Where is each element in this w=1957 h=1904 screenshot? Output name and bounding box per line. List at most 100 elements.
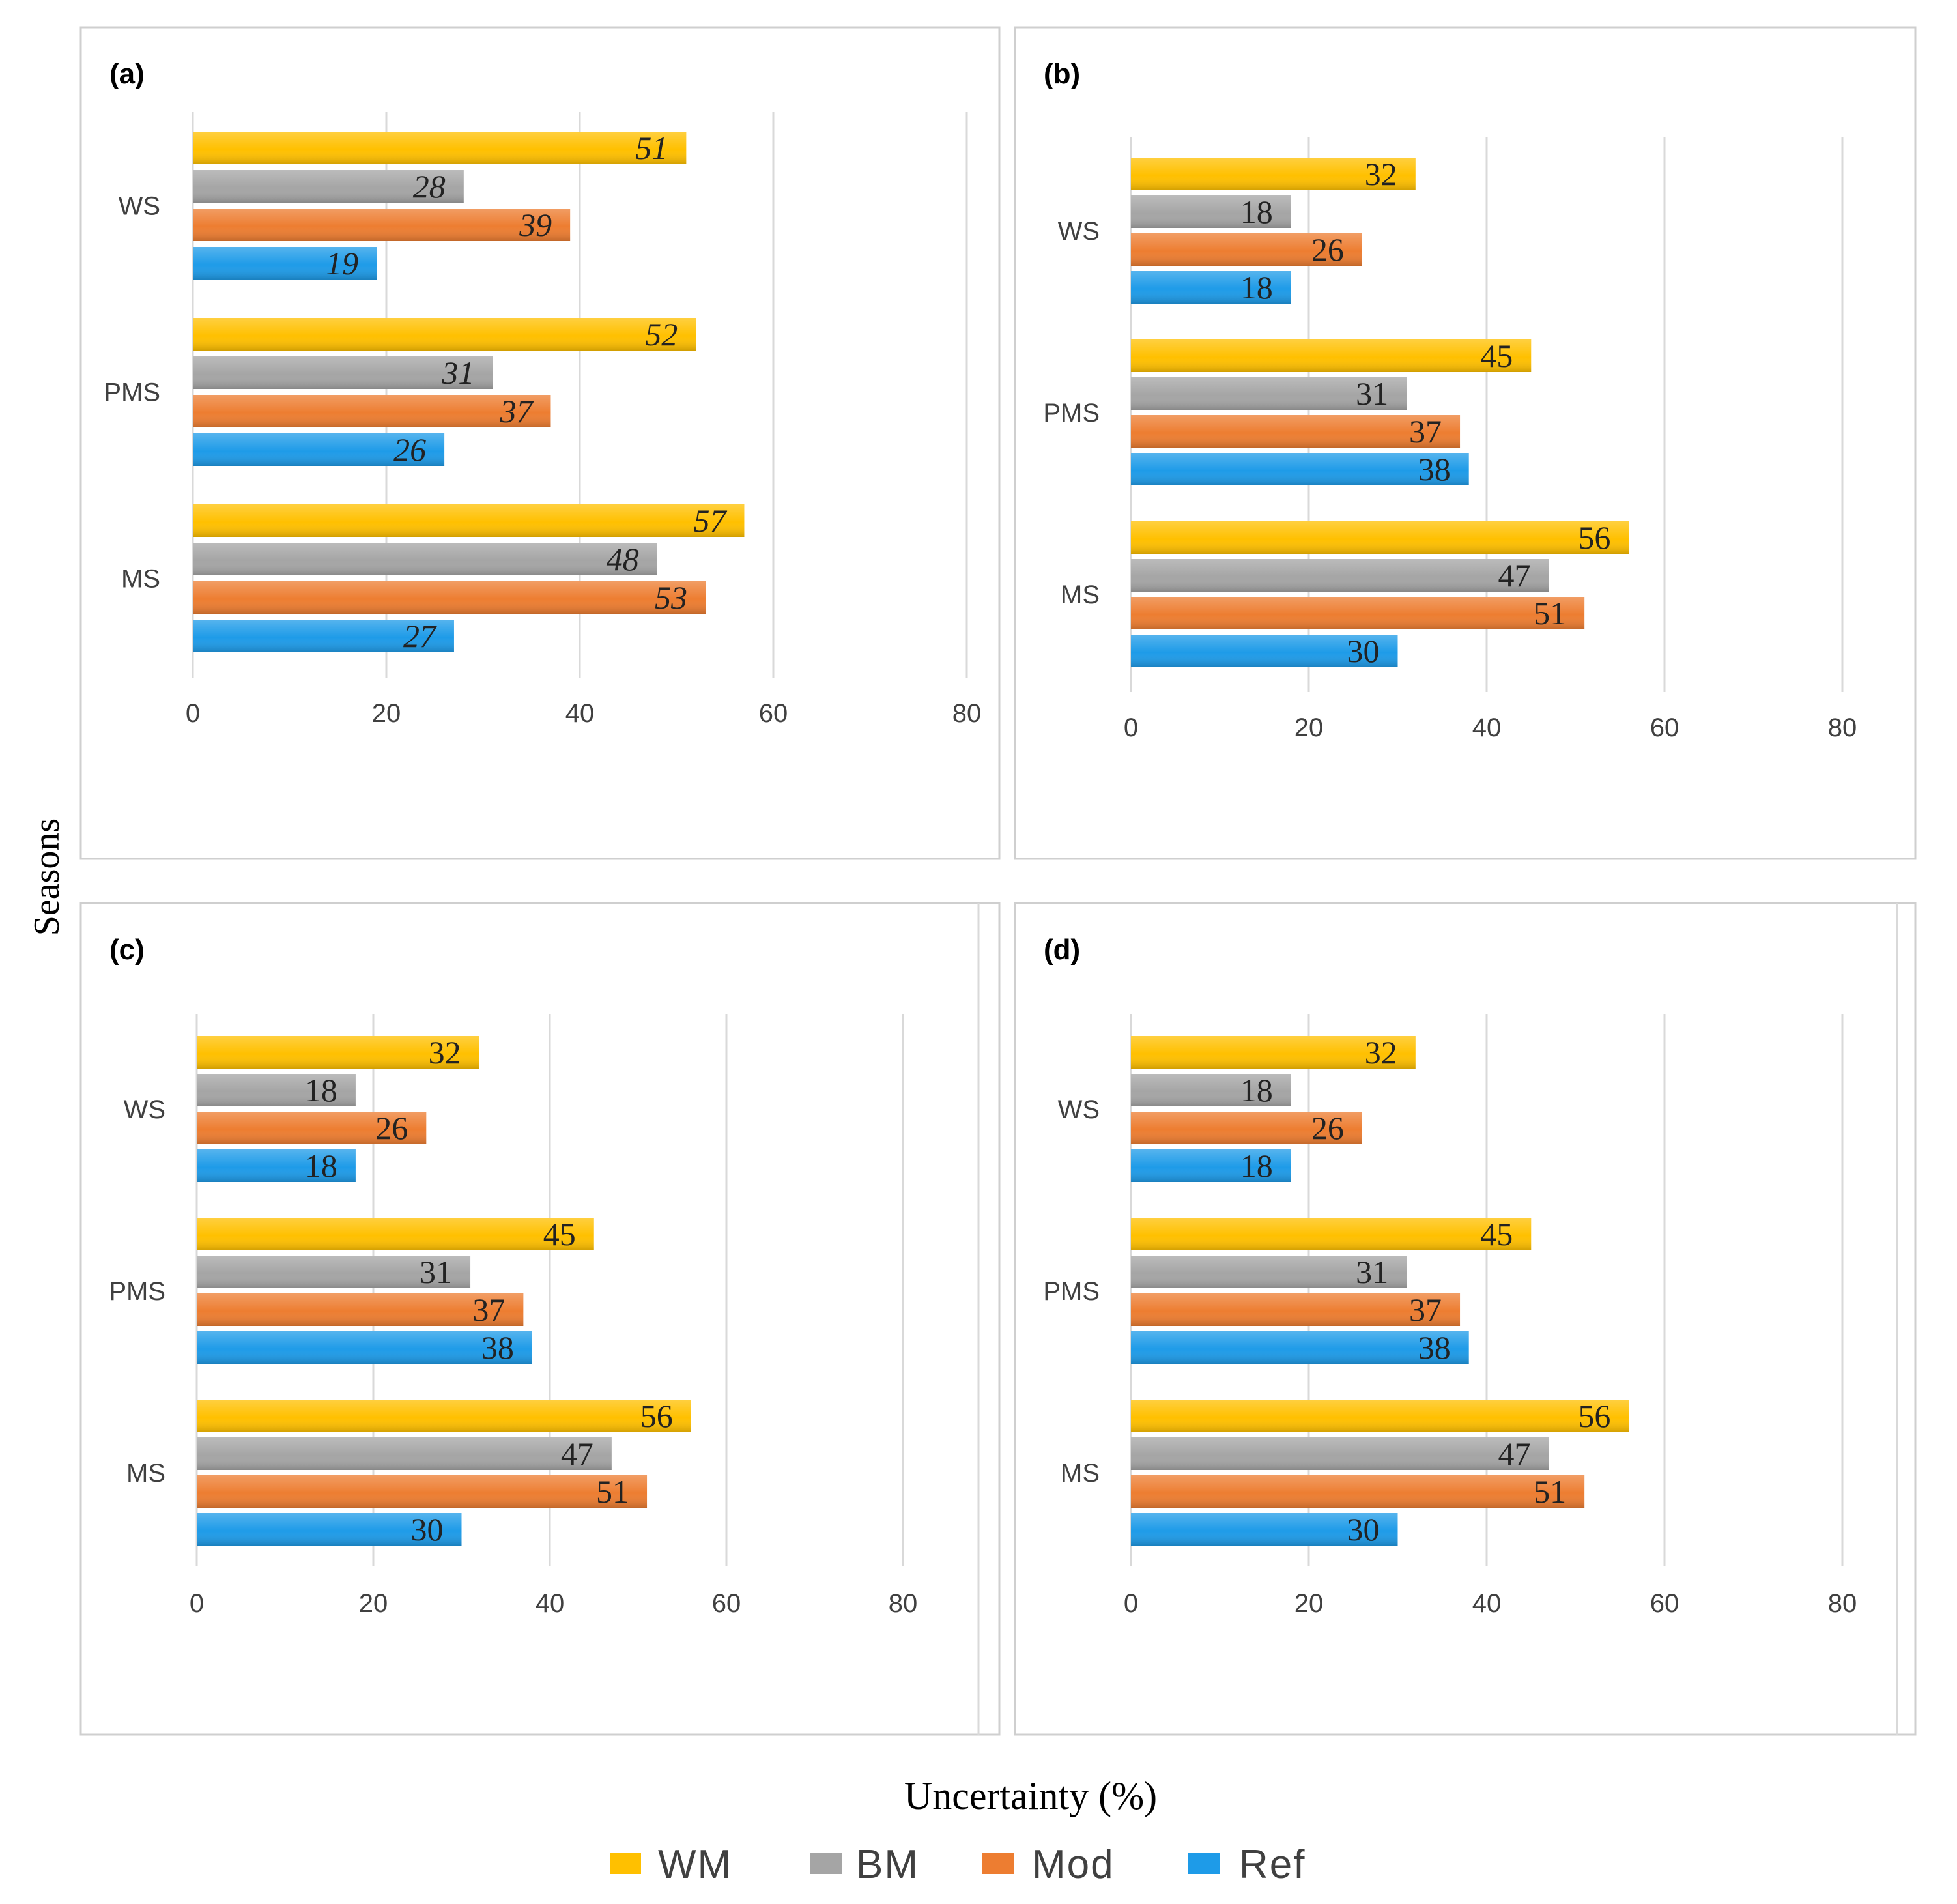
panel-b-pms-mod-value-label: 37 — [1409, 413, 1442, 450]
panel-a: (a) 0 20 40 60 80 WS 51 28 39 19 PMS 52 31 37 26 MS 57 48 5… — [104, 58, 981, 728]
panel-d-ms-ref-value-label: 30 — [1347, 1511, 1380, 1548]
panel-c-tick-40: 40 — [536, 1589, 565, 1618]
panel-b-ws-bm-bar-shading — [1131, 195, 1291, 228]
panel-a-ms-mod-value-label: 53 — [655, 579, 687, 616]
panel-d-ws-ref-value-label: 18 — [1240, 1147, 1273, 1184]
panel-d-ws-bm-bar-shading — [1131, 1074, 1291, 1106]
panel-b-tick-40: 40 — [1472, 714, 1502, 742]
panel-d-ws-ref-bar-shading — [1131, 1149, 1291, 1182]
panel-a-ms-wm-bar-shading — [193, 504, 745, 537]
panel-c-tick-80: 80 — [889, 1589, 918, 1618]
legend-swatch-wm — [610, 1853, 641, 1874]
panel-b-pms-ref-value-label: 38 — [1418, 451, 1451, 487]
panel-c-tick-0: 0 — [190, 1589, 204, 1618]
legend-label-ref: Ref — [1239, 1842, 1306, 1887]
panel-a-ms-bm-value-label: 48 — [607, 541, 639, 577]
panel-d-ws-mod-value-label: 26 — [1311, 1110, 1344, 1146]
panel-a-tick-20: 20 — [372, 699, 401, 728]
panel-b-ms-ref-value-label: 30 — [1347, 633, 1380, 669]
panel-c-ws-bm-value-label: 18 — [305, 1072, 337, 1108]
panel-b-pms-bm-value-label: 31 — [1356, 375, 1388, 412]
panel-a-title: (a) — [109, 58, 145, 90]
panel-c-pms-wm-bar-shading — [197, 1218, 594, 1250]
panel-a-ws-wm-bar-shading — [193, 132, 687, 164]
panel-b-ws-ref-bar-shading — [1131, 271, 1291, 304]
panel-c-ms-bm-value-label: 47 — [561, 1435, 593, 1472]
panel-a-tick-80: 80 — [952, 699, 982, 728]
panel-d-ms-wm-value-label: 56 — [1578, 1398, 1610, 1434]
panel-b-category-ws: WS — [1058, 217, 1100, 246]
panel-d-pms-wm-value-label: 45 — [1480, 1216, 1513, 1252]
legend-label-bm: BM — [856, 1842, 919, 1887]
panel-c-pms-ref-bar-shading — [197, 1331, 532, 1364]
panel-d-ws-mod-bar-shading — [1131, 1112, 1362, 1144]
panel-b-pms-bm-bar-shading — [1131, 377, 1407, 410]
panel-d-category-ms: MS — [1061, 1459, 1100, 1488]
panel-a-ws-wm-value-label: 51 — [635, 130, 668, 166]
panel-c-ws-mod-bar-shading — [197, 1112, 427, 1144]
panel-c-ms-ref-value-label: 30 — [411, 1511, 444, 1548]
panel-b-pms-wm-bar-shading — [1131, 339, 1532, 372]
chart-panels: (a) 0 20 40 60 80 WS 51 28 39 19 PMS 52 31 37 26 MS 57 48 5… — [104, 58, 1857, 1618]
panel-b-ws-bm-value-label: 18 — [1240, 194, 1273, 230]
panel-c-pms-bm-value-label: 31 — [420, 1254, 452, 1290]
panel-c-ws-bm-bar-shading — [197, 1074, 356, 1106]
panel-a-tick-60: 60 — [759, 699, 788, 728]
panel-b-category-pms: PMS — [1043, 399, 1100, 427]
panel-c-ms-mod-bar-shading — [197, 1475, 648, 1508]
panel-a-ms-wm-value-label: 57 — [693, 502, 727, 539]
panel-c-pms-ref-value-label: 38 — [481, 1329, 514, 1366]
panel-d-pms-bm-bar-shading — [1131, 1256, 1407, 1288]
panel-b-ws-wm-bar-shading — [1131, 158, 1416, 190]
panel-c-title: (c) — [109, 934, 145, 966]
panel-a-ws-mod-value-label: 39 — [519, 207, 552, 243]
panel-c-ms-mod-value-label: 51 — [596, 1473, 629, 1510]
legend-label-mod: Mod — [1032, 1842, 1115, 1887]
panel-d-tick-60: 60 — [1650, 1589, 1679, 1618]
panel-a-ws-ref-value-label: 19 — [326, 245, 358, 281]
panel-a-pms-wm-value-label: 52 — [645, 316, 678, 353]
panel-a-ws-bm-value-label: 28 — [413, 168, 446, 205]
panel-c-pms-mod-bar-shading — [197, 1293, 524, 1326]
panel-a-category-ws: WS — [119, 192, 160, 221]
panel-c-ws-wm-bar-shading — [197, 1036, 479, 1069]
panel-b-ms-wm-bar-shading — [1131, 521, 1629, 554]
panel-a-ws-mod-bar-shading — [193, 209, 571, 241]
panel-a-tick-0: 0 — [186, 699, 200, 728]
panel-d-tick-0: 0 — [1124, 1589, 1138, 1618]
panel-c-pms-bm-bar-shading — [197, 1256, 471, 1288]
panel-c-ws-wm-value-label: 32 — [429, 1034, 461, 1071]
panel-b-ms-mod-value-label: 51 — [1534, 595, 1566, 631]
panel-c-category-pms: PMS — [109, 1277, 165, 1306]
legend-label-wm: WM — [658, 1842, 732, 1887]
panel-a-ws-bm-bar-shading — [193, 170, 464, 203]
panel-d-tick-80: 80 — [1828, 1589, 1857, 1618]
panel-c-ws-mod-value-label: 26 — [375, 1110, 408, 1146]
panel-d-category-ws: WS — [1058, 1095, 1100, 1124]
panel-d-tick-20: 20 — [1294, 1589, 1324, 1618]
x-axis-title: Uncertainty (%) — [904, 1774, 1157, 1817]
panel-d-ms-ref-bar-shading — [1131, 1513, 1398, 1546]
panel-d-ms-mod-bar-shading — [1131, 1475, 1585, 1508]
panel-b-pms-wm-value-label: 45 — [1480, 338, 1513, 374]
panel-c-ws-ref-bar-shading — [197, 1149, 356, 1182]
panel-c-category-ms: MS — [126, 1459, 165, 1488]
panel-c-ms-wm-value-label: 56 — [640, 1398, 673, 1434]
panel-b-tick-20: 20 — [1294, 714, 1324, 742]
panel-b-category-ms: MS — [1061, 581, 1100, 609]
panel-d-category-pms: PMS — [1043, 1277, 1100, 1306]
panel-c-ms-ref-bar-shading — [197, 1513, 462, 1546]
panel-d-pms-ref-value-label: 38 — [1418, 1329, 1451, 1366]
panel-b-pms-ref-bar-shading — [1131, 453, 1469, 485]
panel-d-pms-ref-bar-shading — [1131, 1331, 1469, 1364]
panel-c-ms-wm-bar-shading — [197, 1400, 691, 1432]
panel-a-pms-wm-bar-shading — [193, 318, 696, 351]
legend-swatch-bm — [810, 1853, 842, 1874]
panel-b-tick-60: 60 — [1650, 714, 1679, 742]
legend-swatch-mod — [982, 1853, 1014, 1874]
y-axis-title: Seasons — [27, 818, 67, 936]
panel-a-category-pms: PMS — [104, 379, 160, 407]
